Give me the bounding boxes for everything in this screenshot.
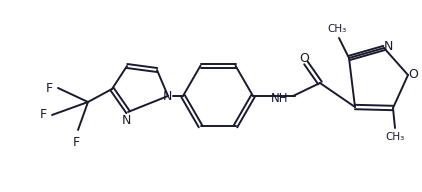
Text: N: N [383,40,393,52]
Text: O: O [299,51,309,65]
Text: F: F [40,108,47,122]
Text: CH₃: CH₃ [327,24,346,34]
Text: N: N [121,113,131,127]
Text: NH: NH [271,92,288,104]
Text: F: F [73,136,80,149]
Text: CH₃: CH₃ [385,132,405,142]
Text: N: N [162,89,172,103]
Text: O: O [408,69,418,81]
Text: F: F [46,81,53,94]
